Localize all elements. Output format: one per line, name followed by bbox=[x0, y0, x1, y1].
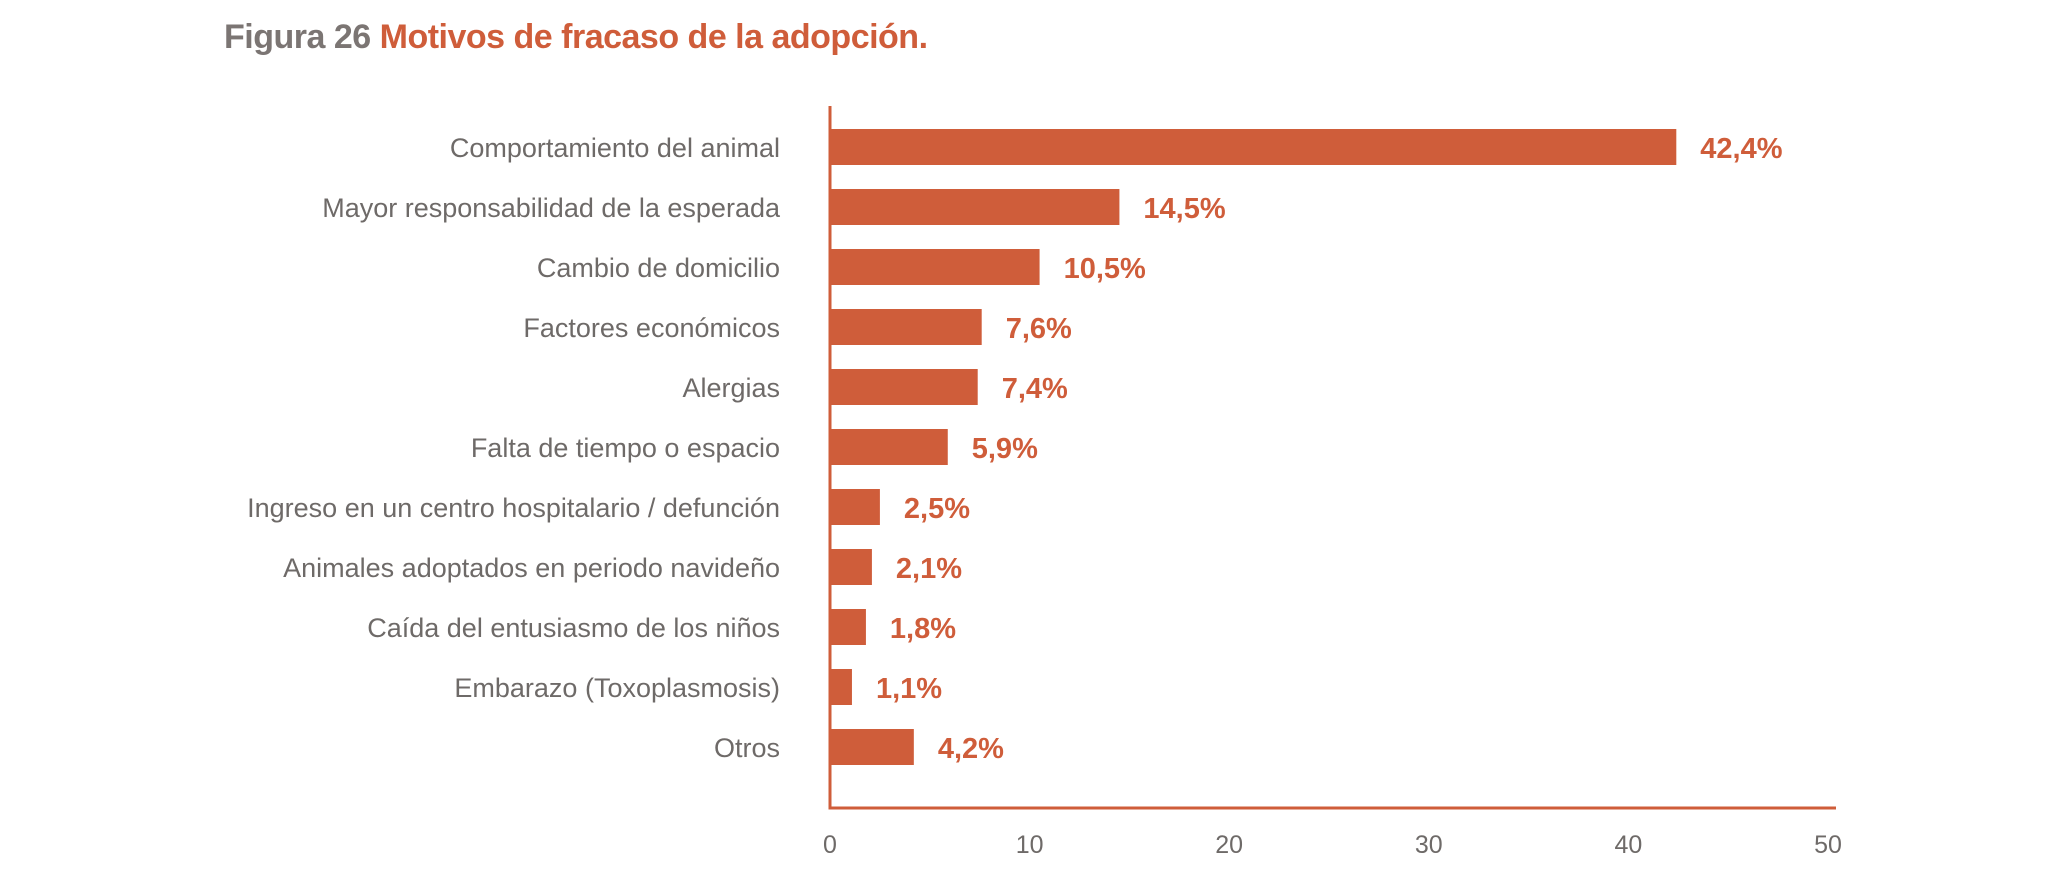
category-label: Falta de tiempo o espacio bbox=[471, 433, 780, 463]
category-labels-group: Comportamiento del animal Mayor responsab… bbox=[247, 133, 781, 763]
value-label: 2,1% bbox=[896, 553, 962, 585]
x-tick-label: 30 bbox=[1415, 831, 1443, 859]
value-label: 1,8% bbox=[890, 613, 956, 645]
value-label: 42,4% bbox=[1700, 133, 1782, 165]
bar bbox=[830, 129, 1677, 165]
category-label: Caída del entusiasmo de los niños bbox=[367, 613, 780, 643]
figure-caption: Motivos de fracaso de la adopción. bbox=[379, 18, 928, 56]
bar bbox=[830, 369, 978, 405]
value-label: 5,9% bbox=[972, 433, 1038, 465]
category-label: Mayor responsabilidad de la esperada bbox=[322, 193, 781, 223]
bar bbox=[830, 549, 872, 585]
value-labels-group: 42,4% 14,5% 10,5% 7,6% 7,4% 5,9%2,5% 2,1% 1,8% 1… bbox=[876, 133, 1783, 765]
value-label: 7,4% bbox=[1002, 373, 1068, 405]
bars-group bbox=[830, 129, 1677, 765]
bar bbox=[830, 609, 866, 645]
bar bbox=[830, 489, 880, 525]
chart-title: Figura 26 Motivos de fracaso de la adopc… bbox=[224, 18, 928, 57]
category-label: Animales adoptados en periodo navideño bbox=[283, 553, 780, 583]
category-label: Cambio de domicilio bbox=[537, 253, 780, 283]
category-label: Ingreso en un centro hospitalario / defu… bbox=[247, 493, 780, 523]
x-tick-label: 20 bbox=[1215, 831, 1243, 859]
category-label: Embarazo (Toxoplasmosis) bbox=[454, 673, 780, 703]
bar bbox=[830, 429, 948, 465]
value-label: 4,2% bbox=[938, 733, 1004, 765]
category-label: Factores económicos bbox=[523, 313, 780, 343]
value-label: 10,5% bbox=[1064, 253, 1146, 285]
category-label: Comportamiento del animal bbox=[450, 133, 780, 163]
category-label: Alergias bbox=[682, 373, 780, 403]
bar bbox=[830, 309, 982, 345]
value-label: 2,5% bbox=[904, 493, 970, 525]
value-label: 7,6% bbox=[1006, 313, 1072, 345]
bar bbox=[830, 249, 1040, 285]
bar bbox=[830, 189, 1120, 225]
category-label: Otros bbox=[714, 733, 780, 763]
x-tick-label: 40 bbox=[1614, 831, 1642, 859]
figure-number: Figura 26 bbox=[224, 18, 371, 56]
x-tick-label: 0 bbox=[823, 831, 837, 859]
x-tick-label: 50 bbox=[1814, 831, 1842, 859]
value-label: 14,5% bbox=[1143, 193, 1225, 225]
axes-group: 0 10 20 30 40 50 bbox=[823, 106, 1842, 859]
bar bbox=[830, 729, 914, 765]
value-label: 1,1% bbox=[876, 673, 942, 705]
x-tick-label: 10 bbox=[1016, 831, 1044, 859]
bar bbox=[830, 669, 852, 705]
